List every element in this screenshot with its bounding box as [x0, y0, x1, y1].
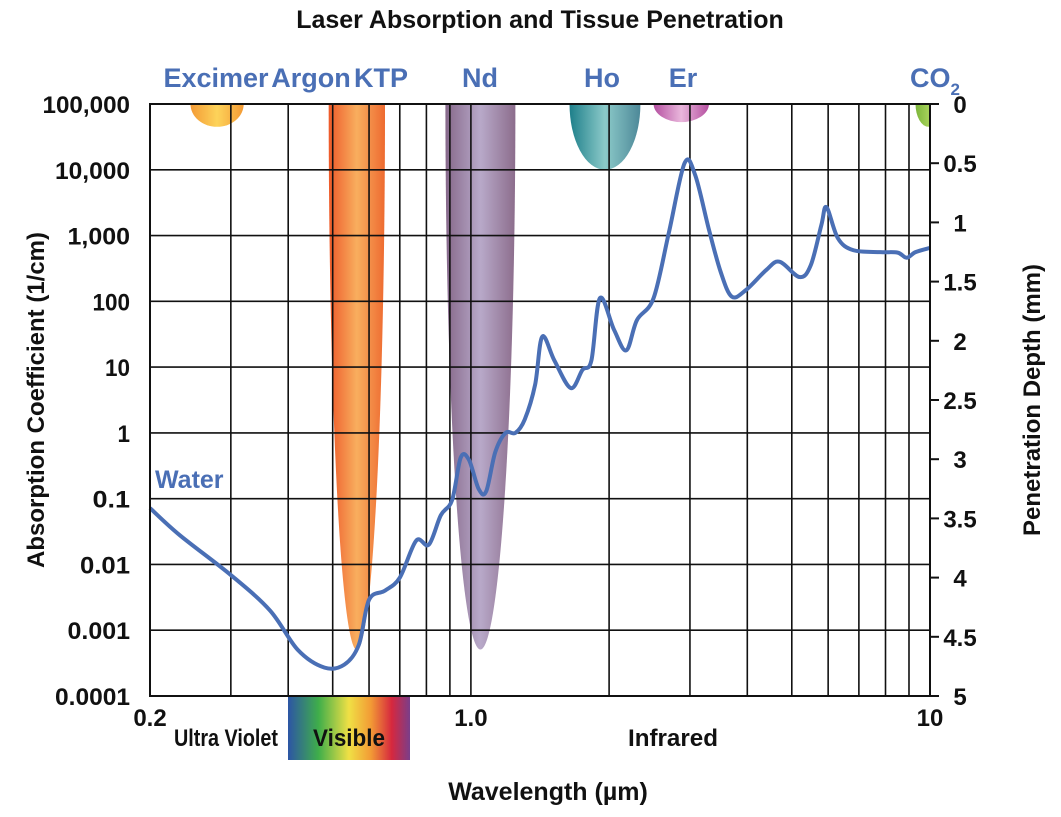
y2-tick-label: 4.5 — [943, 625, 976, 652]
axes: 100,00010,0001,0001001010.10.010.0010.00… — [43, 92, 977, 732]
y2-tick-label: 1.5 — [943, 270, 976, 297]
laser-band-ho — [569, 104, 641, 170]
y-tick-label: 0.001 — [68, 618, 131, 645]
x-tick-label: 1.0 — [454, 705, 487, 732]
y-tick-label: 0.0001 — [55, 684, 130, 711]
laser-label-ho: Ho — [584, 63, 620, 93]
laser-band-excimer — [190, 104, 244, 127]
laser-label-argon: Argon — [271, 63, 350, 93]
y-axis-label: Absorption Coefficient (1/cm) — [23, 232, 50, 568]
y2-tick-label: 4 — [953, 566, 967, 593]
y-tick-label: 100,000 — [43, 92, 131, 119]
y2-tick-label: 3 — [953, 447, 966, 474]
y-tick-label: 100 — [93, 289, 131, 316]
chart-title: Laser Absorption and Tissue Penetration — [296, 6, 784, 34]
y2-tick-label: 3.5 — [943, 506, 976, 533]
laser-band-nd — [445, 104, 516, 650]
region-label-uv: Ultra Violet — [174, 725, 278, 752]
y2-tick-label: 5 — [953, 684, 966, 711]
y-tick-label: 0.01 — [80, 552, 130, 579]
laser-label-ktp: KTP — [354, 63, 408, 93]
laser-label-excimer: Excimer — [163, 63, 269, 93]
laser-label-subscript: 2 — [951, 80, 960, 99]
x-axis-label: Wavelength (µm) — [448, 778, 648, 806]
y-tick-label: 0.1 — [93, 487, 131, 514]
laser-label-nd: Nd — [462, 63, 498, 93]
y2-axis-label: Penetration Depth (mm) — [1019, 264, 1046, 536]
laser-label-er: Er — [669, 63, 698, 93]
x-tick-label: 10 — [917, 705, 944, 732]
laser-labels: Excimer Argon KTP Nd Ho Er CO2 — [163, 63, 960, 99]
y2-tick-label: 1 — [953, 210, 966, 237]
visible-spectrum-bar — [288, 697, 410, 760]
y2-tick-label: 0.5 — [943, 151, 976, 178]
y-tick-label: 1,000 — [68, 224, 131, 251]
laser-band-argon — [328, 104, 386, 651]
region-label-infrared: Infrared — [628, 725, 718, 752]
y2-tick-label: 2.5 — [943, 388, 976, 415]
laser-label-co: CO2 — [910, 63, 960, 99]
laser-band-co — [915, 104, 930, 127]
region-label-visible: Visible — [313, 725, 385, 752]
x-tick-label: 0.2 — [133, 705, 166, 732]
y-tick-label: 1 — [118, 421, 131, 448]
water-absorption-line — [148, 157, 931, 671]
y2-tick-label: 0 — [953, 92, 966, 119]
y2-tick-label: 2 — [953, 329, 966, 356]
legend-water-label: Water — [155, 466, 224, 494]
y-tick-label: 10 — [105, 355, 130, 382]
y-tick-label: 10,000 — [55, 158, 130, 185]
water-curve-group — [148, 157, 931, 671]
laser-band-er — [653, 104, 709, 123]
laser-bands — [190, 104, 930, 651]
